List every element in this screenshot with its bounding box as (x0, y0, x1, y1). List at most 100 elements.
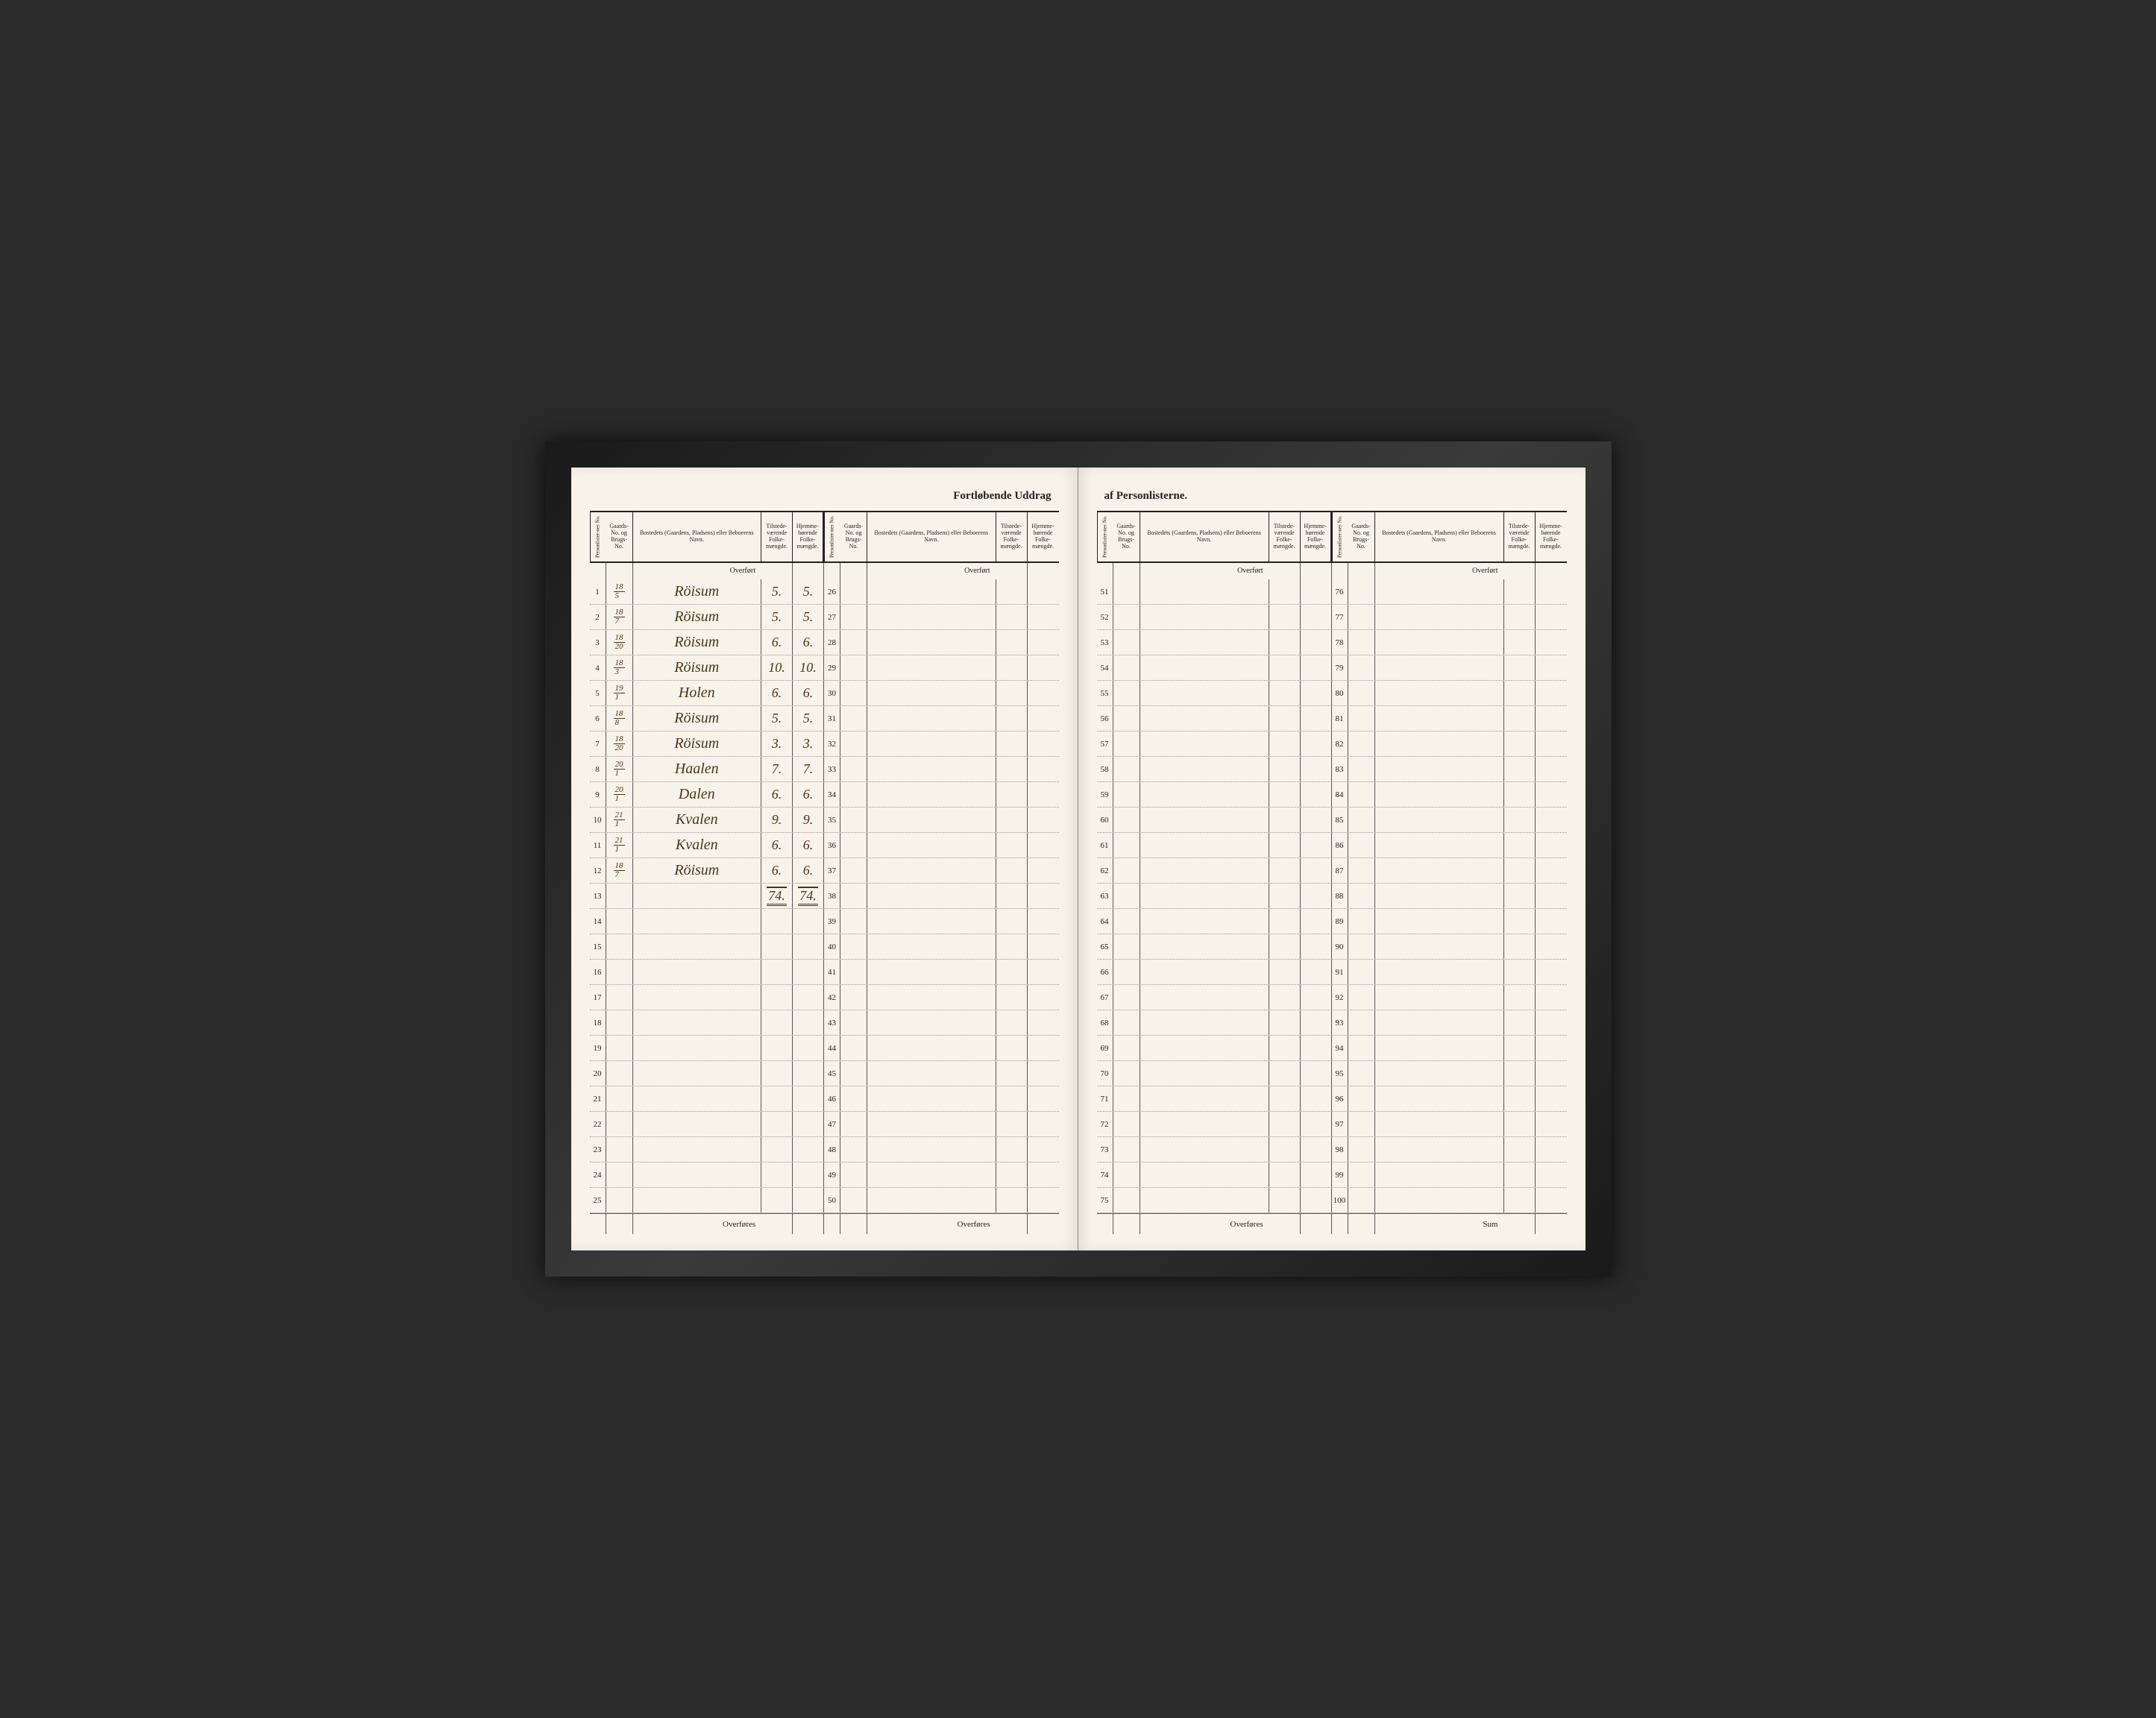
cell-bosted-name (1140, 1061, 1269, 1086)
cell-tilstede (1269, 1010, 1301, 1035)
cell-gaard-no (840, 1010, 867, 1035)
cell-bosted-name (1140, 1010, 1269, 1035)
row-number: 21 (590, 1086, 606, 1111)
table-row: 92 (1332, 985, 1567, 1010)
cell-bosted-name (1375, 782, 1504, 807)
cell-hjemme (1028, 1162, 1059, 1187)
cell-hjemme (1536, 884, 1567, 908)
cell-tilstede (1269, 884, 1301, 908)
cell-bosted-name (867, 579, 996, 604)
cell-gaard-no (1348, 985, 1375, 1010)
column-header-row: Personlister-nes No. Gaards-No. og Brugs… (1332, 512, 1567, 563)
table-row: 10 211 Kvalen 9. 9. (590, 808, 825, 833)
table-row: 11 211 Kvalen 6. 6. (590, 833, 825, 858)
cell-gaard-no (1348, 579, 1375, 604)
cell-gaard-no: 187 (606, 858, 633, 883)
cell-gaard-no (1113, 960, 1140, 984)
table-row: 12 187 Röisum 6. 6. (590, 858, 825, 884)
row-number: 30 (824, 681, 840, 705)
cell-bosted-name (1375, 655, 1504, 680)
row-number: 33 (824, 757, 840, 781)
row-number: 14 (590, 909, 606, 934)
cell-hjemme (1028, 782, 1059, 807)
cell-bosted-name (1375, 1188, 1504, 1212)
cell-hjemme (1028, 681, 1059, 705)
cell-tilstede (1504, 884, 1536, 908)
table-row: 40 (824, 934, 1059, 960)
cell-bosted-name (633, 1162, 762, 1187)
gaard-fraction: 201 (614, 761, 625, 778)
cell-hjemme (1028, 1112, 1059, 1136)
cell-hjemme (1536, 1137, 1567, 1162)
cell-tilstede: 6. (761, 833, 793, 858)
cell-gaard-no (606, 1137, 633, 1162)
row-number: 85 (1332, 808, 1348, 832)
row-number: 76 (1332, 579, 1348, 604)
cell-bosted-name (1375, 757, 1504, 781)
table-row: 39 (824, 909, 1059, 934)
cell-gaard-no (840, 1061, 867, 1086)
cell-gaard-no: 211 (606, 833, 633, 858)
cell-gaard-no (606, 884, 633, 908)
table-row: 42 (824, 985, 1059, 1010)
cell-hjemme (1028, 808, 1059, 832)
cell-bosted-name (867, 960, 996, 984)
cell-bosted-name (1140, 1188, 1269, 1212)
cell-hjemme (793, 1036, 824, 1060)
cell-hjemme (1028, 960, 1059, 984)
cell-gaard-no (840, 1112, 867, 1136)
cell-gaard-no (1113, 808, 1140, 832)
gaard-fraction: 211 (614, 811, 625, 828)
header-bosted: Bostedets (Gaardens, Pladsens) eller Beb… (633, 512, 762, 561)
cell-bosted-name (1140, 655, 1269, 680)
header-hjemme: Hjemme-hørende Folke-mængde. (793, 512, 824, 561)
cell-gaard-no: 201 (606, 757, 633, 781)
gaard-fraction: 1820 (614, 735, 625, 752)
cell-hjemme (1536, 731, 1567, 756)
row-number: 78 (1332, 630, 1348, 655)
cell-tilstede (1269, 858, 1301, 883)
table-row: 77 (1332, 605, 1567, 630)
footer-row: Overføres (590, 1213, 825, 1234)
row-number: 75 (1097, 1188, 1113, 1212)
cell-hjemme (793, 1010, 824, 1035)
cell-bosted-name (867, 858, 996, 883)
cell-gaard-no (1348, 808, 1375, 832)
table-row: 89 (1332, 909, 1567, 934)
cell-bosted-name (867, 934, 996, 959)
cell-hjemme (1028, 858, 1059, 883)
cell-gaard-no (1113, 1061, 1140, 1086)
cell-tilstede (1504, 757, 1536, 781)
table-row: 16 (590, 960, 825, 985)
row-number: 23 (590, 1137, 606, 1162)
cell-bosted-name (1375, 579, 1504, 604)
cell-hjemme (1028, 985, 1059, 1010)
table-row: 32 (824, 731, 1059, 757)
row-number: 92 (1332, 985, 1348, 1010)
cell-tilstede (1269, 605, 1301, 629)
cell-hjemme (1301, 1010, 1332, 1035)
cell-bosted-name (867, 782, 996, 807)
cell-hjemme (1028, 1188, 1059, 1212)
cell-hjemme (1301, 1061, 1332, 1086)
overfort-row: Overført (1097, 563, 1332, 579)
cell-bosted-name (633, 1036, 762, 1060)
cell-tilstede: 10. (761, 655, 793, 680)
row-number: 5 (590, 681, 606, 705)
row-number: 67 (1097, 985, 1113, 1010)
row-number: 64 (1097, 909, 1113, 934)
cell-hjemme (1536, 1112, 1567, 1136)
cell-hjemme (1028, 934, 1059, 959)
cell-gaard-no (606, 1086, 633, 1111)
cell-bosted-name (1375, 808, 1504, 832)
cell-tilstede (1269, 706, 1301, 731)
cell-tilstede (761, 1061, 793, 1086)
cell-tilstede: 6. (761, 858, 793, 883)
cell-gaard-no (840, 985, 867, 1010)
row-number: 65 (1097, 934, 1113, 959)
cell-bosted-name: Röisum (633, 630, 762, 655)
table-row: 36 (824, 833, 1059, 858)
table-row: 87 (1332, 858, 1567, 884)
cell-hjemme (1301, 681, 1332, 705)
cell-tilstede (1269, 1036, 1301, 1060)
